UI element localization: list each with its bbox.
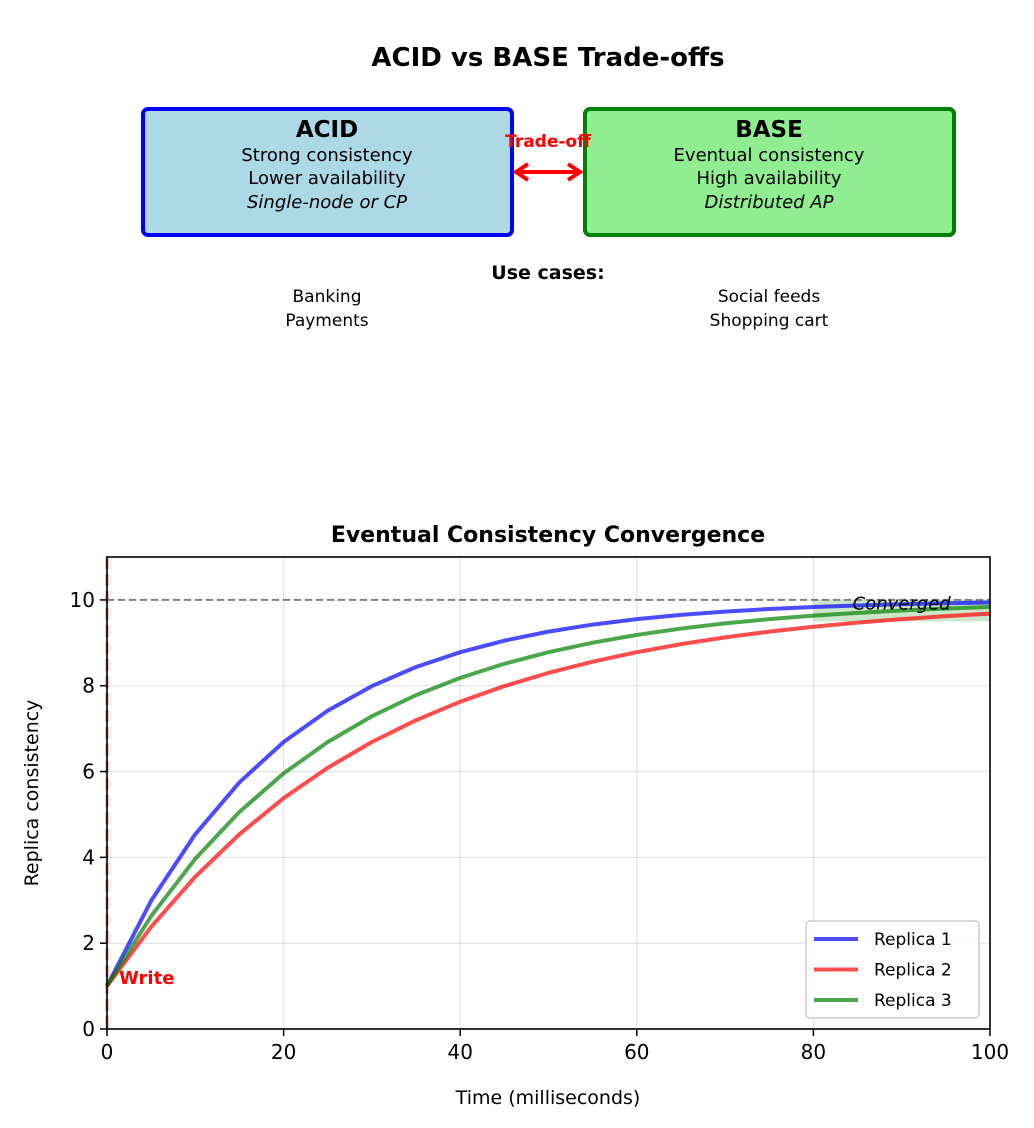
acid-box-rect [141,107,514,237]
legend-label: Replica 1 [874,930,952,950]
plot-area: Write Converged 0 20 40 60 80 100 0 2 4 6 8 10 Replica… [70,556,1009,1064]
y-tick-label: 4 [82,845,95,869]
write-label: Write [119,968,174,989]
chart-title: Eventual Consistency Convergence [331,523,765,548]
y-tick-label: 8 [82,674,95,698]
converged-label: Converged [853,593,952,614]
plot-frame [106,556,991,1030]
x-tick-label: 40 [447,1040,472,1064]
y-tick-label: 2 [82,931,95,955]
y-tick-label: 0 [82,1017,95,1041]
x-tick-label: 20 [271,1040,296,1064]
arrow-right-icon [566,162,584,182]
acid-box: ACID Strong consistency Lower availabili… [141,107,514,237]
arrow-left-icon [512,162,530,182]
tradeoff-label: Trade-off [505,132,591,152]
y-axis-label: Replica consistency [21,700,43,887]
series-line-replica-2 [105,611,991,988]
acid-line: Strong consistency [241,145,413,166]
base-italic: Distributed AP [705,192,834,213]
x-tick-label: 0 [101,1040,114,1064]
base-heading: BASE [735,117,803,143]
x-tick-label: 100 [971,1040,1009,1064]
legend [805,920,980,1019]
y-tick-label: 10 [70,588,95,612]
base-box-rect [583,107,956,237]
base-use-case: Social feeds [718,287,821,307]
series-line-replica-3 [105,604,991,988]
legend-label: Replica 2 [874,961,952,981]
use-cases-heading: Use cases: [491,262,604,284]
tradeoff-arrow [512,162,584,182]
acid-use-case: Payments [285,311,368,331]
x-tick-label: 60 [624,1040,649,1064]
x-tick-label: 80 [801,1040,826,1064]
acid-italic: Single-node or CP [247,192,407,213]
base-box: BASE Eventual consistency High availabil… [583,107,956,237]
series-line-replica-1 [105,600,991,988]
acid-heading: ACID [296,117,358,143]
base-line: High availability [697,168,842,189]
base-use-case: Shopping cart [710,311,829,331]
legend-label: Replica 3 [874,991,952,1011]
diagram-title: ACID vs BASE Trade-offs [371,43,724,73]
base-line: Eventual consistency [674,145,865,166]
acid-line: Lower availability [248,168,406,189]
x-axis-label: Time (milliseconds) [455,1087,641,1109]
y-tick-label: 6 [82,760,95,784]
acid-use-case: Banking [293,287,362,307]
